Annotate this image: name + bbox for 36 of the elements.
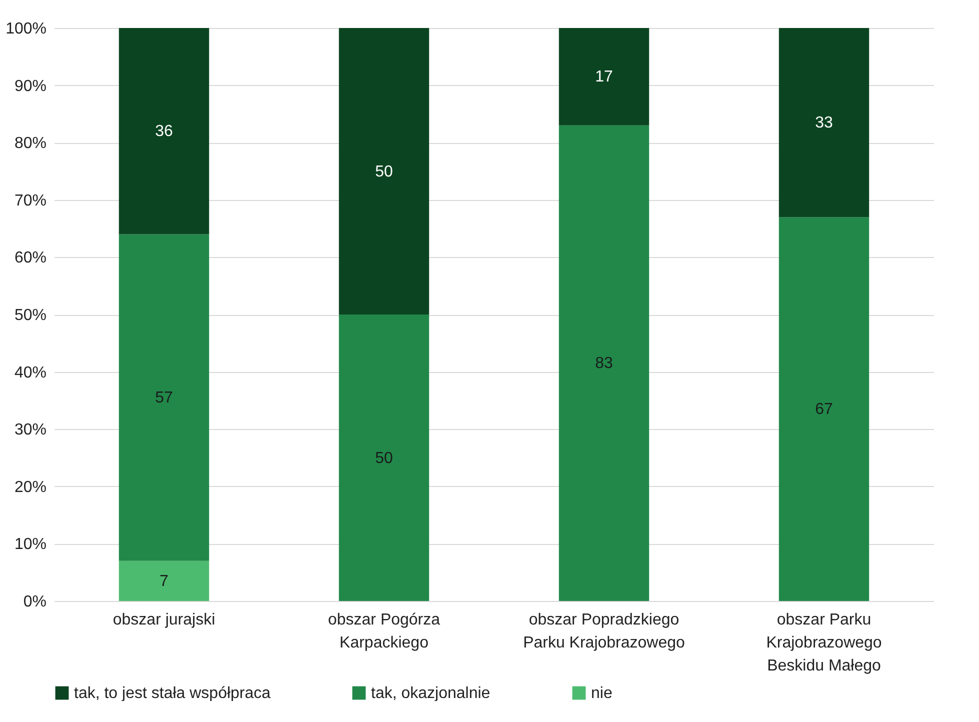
bar — [118, 560, 210, 601]
data-label: 83 — [595, 355, 613, 372]
data-label: 57 — [155, 390, 173, 407]
y-tick-label: 40% — [14, 364, 46, 382]
bar — [118, 28, 210, 234]
data-label: 36 — [155, 123, 173, 140]
x-tick-label: obszar Parku Krajobrazowego Beskidu Małego — [766, 612, 882, 674]
y-tick-label: 20% — [14, 478, 46, 496]
data-label: 67 — [815, 401, 833, 418]
y-tick-label: 30% — [14, 422, 46, 439]
data-label: 33 — [815, 114, 833, 132]
y-tick-label: 60% — [14, 250, 46, 267]
bar — [558, 125, 650, 601]
bar — [778, 217, 870, 601]
x-tick-label: obszar Popradzkiego Parku Krajobrazowego — [523, 612, 686, 652]
data-label: 50 — [375, 450, 393, 467]
y-tick-label: 80% — [14, 135, 46, 152]
bar — [338, 28, 430, 314]
data-label: 7 — [160, 572, 169, 590]
legend-label: nie — [591, 685, 612, 702]
x-tick-label: obszar jurajski — [112, 612, 216, 628]
data-label: 50 — [375, 163, 393, 180]
y-tick-label: 90% — [14, 78, 46, 95]
legend-label: tak, okazjonalnie — [371, 685, 490, 702]
x-tick-label: obszar Pogórza Karpackiego — [328, 612, 440, 652]
y-tick-label: 10% — [14, 536, 46, 554]
data-label: 17 — [595, 68, 613, 86]
bar — [778, 28, 870, 218]
legend-label: tak, to jest stała współpraca — [74, 685, 271, 702]
y-tick-label: 70% — [14, 192, 46, 210]
bar — [118, 234, 210, 561]
y-tick-label: 50% — [14, 307, 46, 324]
bar — [338, 314, 430, 601]
y-tick-label: 100% — [6, 20, 46, 38]
bar — [558, 28, 650, 126]
y-tick-label: 0% — [23, 594, 46, 610]
